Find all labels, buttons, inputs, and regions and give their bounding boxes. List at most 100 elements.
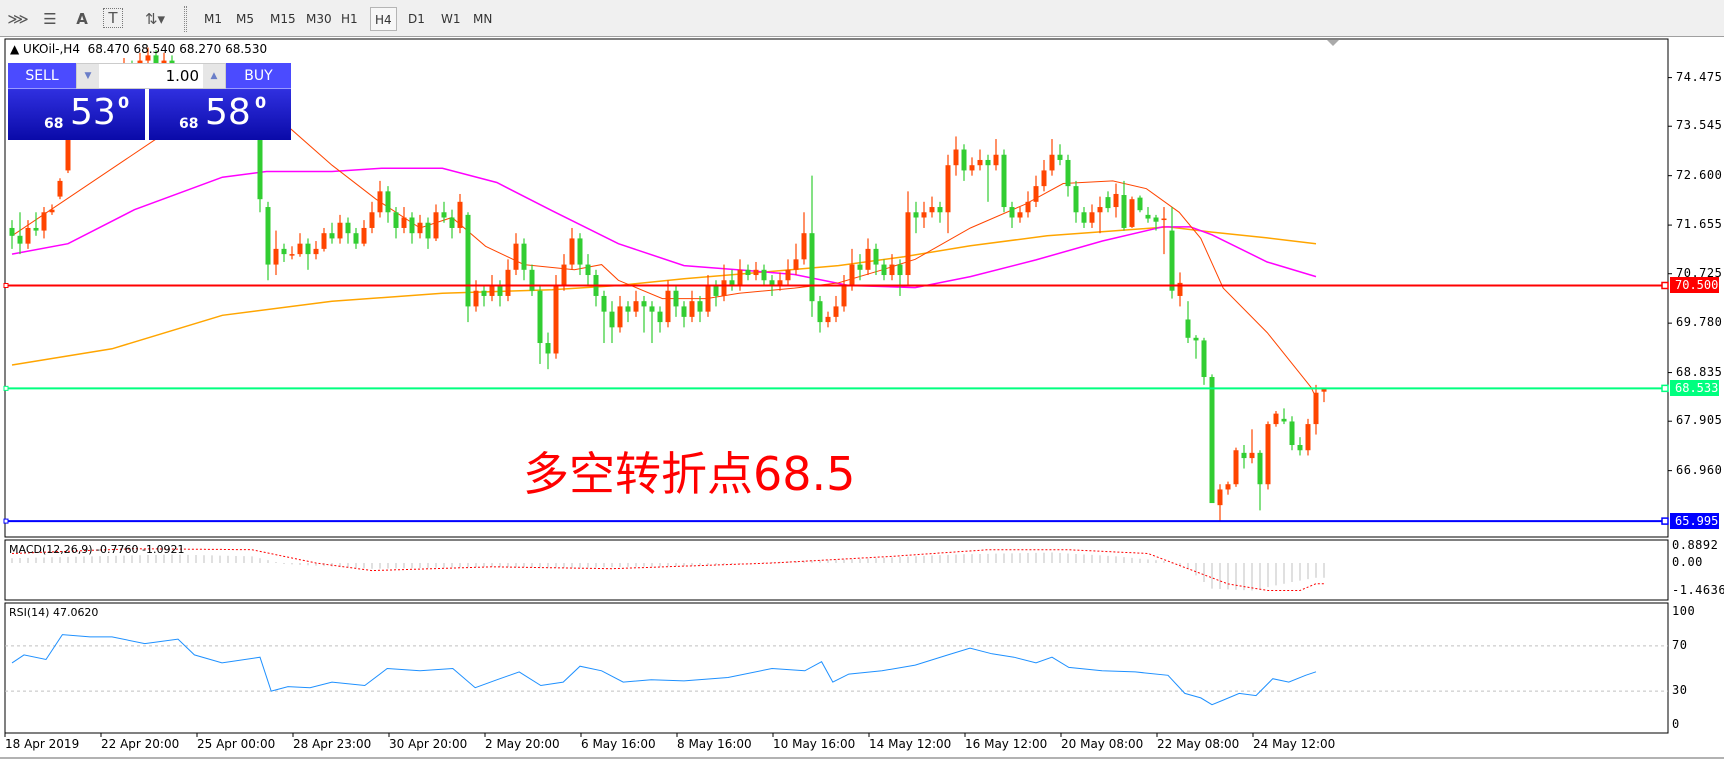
- text-label-icon[interactable]: T: [103, 8, 123, 28]
- timeframe-mn[interactable]: MN: [473, 12, 493, 26]
- candle-body: [633, 301, 639, 312]
- buy-price-main: 58: [205, 92, 251, 133]
- candle-body: [425, 222, 431, 239]
- candle-body: [969, 165, 975, 171]
- candle-body: [1185, 319, 1191, 338]
- candle-body: [609, 311, 615, 328]
- price-axis-label: 66.960: [1676, 462, 1723, 477]
- candle-body: [1073, 186, 1079, 213]
- candle-body: [617, 306, 623, 328]
- candle-body: [569, 238, 575, 265]
- timeframe-m1[interactable]: M1: [204, 12, 222, 26]
- candle-body: [337, 222, 343, 239]
- price-tag-65.995: 65.995: [1670, 513, 1719, 530]
- candle-body: [841, 285, 847, 307]
- timeframe-d1[interactable]: D1: [408, 12, 425, 26]
- candle-body: [1001, 154, 1007, 208]
- candle-body: [1009, 207, 1015, 218]
- candle-body: [377, 191, 383, 213]
- candle-body: [1049, 154, 1055, 171]
- candle-body: [1241, 452, 1247, 459]
- fibonacci-icon[interactable]: ☰: [43, 10, 57, 28]
- lot-decrease-icon[interactable]: ▼: [77, 64, 99, 88]
- elliott-wave-icon[interactable]: ⋙: [7, 10, 29, 28]
- candle-body: [785, 269, 791, 281]
- candle-body: [905, 212, 911, 276]
- rsi-axis-label: 0: [1672, 717, 1680, 731]
- candle-body: [641, 301, 647, 307]
- price-axis-label: 68.835: [1676, 364, 1723, 379]
- candle-body: [801, 233, 807, 260]
- ohlc-high: 68.540: [133, 42, 176, 56]
- price-tag-68.533: 68.533: [1670, 380, 1719, 397]
- date-axis-label: 25 Apr 00:00: [197, 737, 276, 751]
- candle-body: [1153, 217, 1159, 222]
- candle-body: [1289, 421, 1295, 446]
- candle-body: [1201, 340, 1207, 378]
- timeframe-m5[interactable]: M5: [236, 12, 254, 26]
- candle-body: [665, 290, 671, 323]
- candle-body: [321, 233, 327, 249]
- timeframe-m30[interactable]: M30: [306, 12, 332, 26]
- chart-shift-marker-icon: [1327, 40, 1339, 46]
- candle-body: [985, 159, 991, 166]
- collapse-triangle-icon[interactable]: ▲: [10, 42, 24, 56]
- timeframe-w1[interactable]: W1: [441, 12, 461, 26]
- candle-body: [625, 306, 631, 312]
- candle-body: [1273, 413, 1279, 425]
- candle-body: [1177, 282, 1183, 296]
- candle-body: [1121, 195, 1127, 228]
- candle-body: [1281, 418, 1287, 422]
- candle-body: [545, 343, 551, 354]
- rsi-axis-label: 100: [1672, 604, 1696, 618]
- candle-body: [329, 233, 335, 239]
- candle-body: [713, 285, 719, 296]
- timeframe-m15[interactable]: M15: [270, 12, 296, 26]
- date-axis-label: 22 Apr 20:00: [101, 737, 180, 751]
- toolbar-separator: [184, 6, 187, 32]
- candle-body: [153, 55, 159, 66]
- ohlc-low: 68.270: [179, 42, 222, 56]
- buy-price-button[interactable]: 68 58 0: [149, 89, 291, 140]
- candle-body: [1057, 154, 1063, 160]
- candle-body: [49, 209, 55, 213]
- annotation-text[interactable]: 多空转折点68.5: [523, 447, 856, 501]
- candle-body: [57, 180, 63, 197]
- candle-body: [289, 254, 295, 256]
- candle-body: [145, 55, 151, 61]
- arrows-dropdown-icon[interactable]: ⇅▾: [144, 10, 166, 28]
- candle-body: [1081, 212, 1087, 223]
- candle-body: [41, 212, 47, 231]
- sell-price-point: 0: [118, 93, 130, 112]
- candle-body: [1137, 197, 1143, 211]
- candle-body: [689, 301, 695, 317]
- rsi-line: [11, 634, 1317, 706]
- lot-increase-icon[interactable]: ▲: [203, 64, 225, 88]
- macd-pane-frame: [4, 539, 1669, 601]
- price-axis-label: 70.725: [1676, 265, 1723, 280]
- candle-body: [529, 269, 535, 291]
- candle-body: [297, 243, 303, 255]
- candle-body: [1169, 230, 1175, 291]
- sell-price-button[interactable]: 68 53 0: [8, 89, 145, 140]
- candle-body: [777, 280, 783, 286]
- toolbar: ⋙ ☰ A T ⇅▾ M1 M5 M15 M30 H1 H4 D1 W1 MN: [0, 0, 1724, 37]
- candle-body: [929, 207, 935, 213]
- macd-signal-line: [11, 548, 1324, 591]
- lot-size-field[interactable]: ▼ 1.00 ▲: [76, 63, 226, 89]
- lot-size-value[interactable]: 1.00: [165, 67, 199, 85]
- candle-body: [273, 248, 279, 265]
- text-icon[interactable]: A: [76, 10, 88, 28]
- one-click-trading-panel: SELL ▼ 1.00 ▲ BUY 68 53 0 68 58 0: [8, 63, 291, 140]
- candle-body: [961, 149, 967, 171]
- candle-body: [1209, 377, 1215, 504]
- timeframe-h4[interactable]: H4: [370, 7, 397, 31]
- candle-body: [1297, 445, 1303, 451]
- timeframe-h1[interactable]: H1: [341, 12, 358, 26]
- sell-button[interactable]: SELL: [8, 63, 76, 89]
- buy-button[interactable]: BUY: [226, 63, 291, 89]
- candle-body: [937, 207, 943, 213]
- moving-average-mid: [11, 167, 1317, 289]
- candle-body: [1041, 170, 1047, 187]
